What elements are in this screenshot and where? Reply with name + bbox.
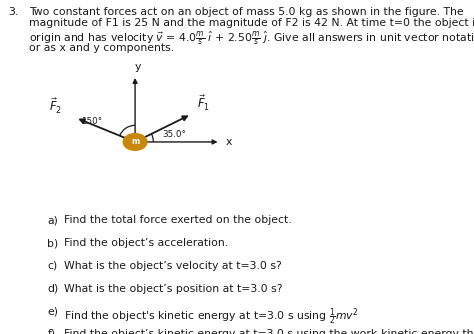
Text: d): d) [47, 284, 59, 294]
Text: m: m [131, 138, 139, 146]
Text: or as x and y components.: or as x and y components. [29, 43, 174, 53]
Text: origin and has velocity $\vec{v}$ = 4.0$\frac{m}{s}$ $\hat{\imath}$ + 2.50$\frac: origin and has velocity $\vec{v}$ = 4.0$… [29, 30, 474, 47]
Text: What is the object’s position at t=3.0 s?: What is the object’s position at t=3.0 s… [64, 284, 283, 294]
Text: f): f) [47, 329, 55, 334]
Text: c): c) [47, 261, 58, 271]
Text: a): a) [47, 215, 58, 225]
Text: b): b) [47, 238, 59, 248]
Text: x: x [226, 137, 232, 147]
Text: Find the total force exerted on the object.: Find the total force exerted on the obje… [64, 215, 292, 225]
Circle shape [123, 134, 147, 150]
Text: e): e) [47, 306, 58, 316]
Text: Find the object's kinetic energy at t=3.0 s using $\frac{1}{2}mv^2$: Find the object's kinetic energy at t=3.… [64, 306, 359, 328]
Text: What is the object’s velocity at t=3.0 s?: What is the object’s velocity at t=3.0 s… [64, 261, 282, 271]
Text: 3.: 3. [9, 7, 19, 17]
Text: 150°: 150° [81, 118, 102, 126]
Text: 35.0°: 35.0° [163, 130, 186, 139]
Text: $\vec{F}_2$: $\vec{F}_2$ [49, 97, 63, 116]
Text: $\vec{F}_1$: $\vec{F}_1$ [197, 94, 210, 113]
Text: y: y [134, 62, 141, 72]
Text: Find the object’s kinetic energy at t=3.0 s using the work-kinetic energy theore: Find the object’s kinetic energy at t=3.… [64, 329, 474, 334]
Text: Two constant forces act on an object of mass 5.0 kg as shown in the figure. The: Two constant forces act on an object of … [29, 7, 464, 17]
Text: Find the object’s acceleration.: Find the object’s acceleration. [64, 238, 228, 248]
Text: magnitude of F1 is 25 N and the magnitude of F2 is 42 N. At time t=0 the object : magnitude of F1 is 25 N and the magnitud… [29, 18, 474, 28]
